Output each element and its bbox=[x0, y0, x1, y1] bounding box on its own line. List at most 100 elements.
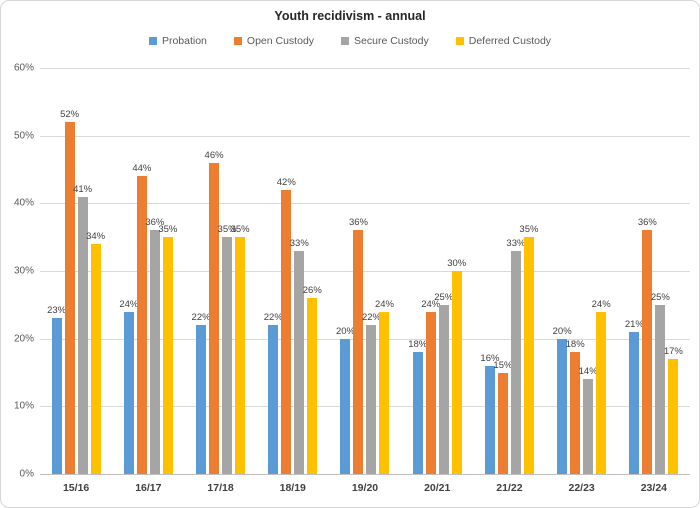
bar-value-label: 26% bbox=[302, 285, 322, 297]
bar-secure-custody-20-21: 25% bbox=[434, 292, 453, 474]
bar-deferred-custody-19-20: 24% bbox=[375, 299, 394, 474]
bar-open-custody-19-20: 36% bbox=[349, 217, 368, 474]
bar-value-label: 52% bbox=[60, 109, 80, 121]
legend-label: Probation bbox=[161, 35, 207, 47]
bar-probation-18-19: 22% bbox=[264, 312, 283, 474]
bar-value-label: 36% bbox=[348, 217, 368, 229]
bar-secure-custody-16-17: 36% bbox=[145, 217, 164, 474]
bar-value-label: 36% bbox=[637, 217, 657, 229]
bar-value-label: 18% bbox=[408, 339, 428, 351]
bar-deferred-custody-16-17: 35% bbox=[158, 224, 177, 474]
bar-deferred-custody-17-18: 35% bbox=[231, 224, 250, 474]
bar-value-label: 35% bbox=[230, 224, 250, 236]
chart-title: Youth recidivism - annual bbox=[274, 9, 426, 23]
bar-value-label: 35% bbox=[519, 224, 539, 236]
bar-open-custody-21-22: 15% bbox=[493, 360, 512, 474]
bar-value-label: 22% bbox=[191, 312, 211, 324]
plot-area: 23% 52% 41% 34% 24% 44% 36% 35% 22% 46% 35% 35% 22% 4… bbox=[40, 68, 690, 475]
x-tick-19-20: 19/20 bbox=[351, 482, 379, 494]
bar-deferred-custody-21-22: 35% bbox=[519, 224, 538, 474]
legend: Probation Open Custody Secure Custody Defer… bbox=[1, 35, 699, 47]
y-tick-10: 10% bbox=[13, 400, 34, 412]
y-tick-40: 40% bbox=[13, 197, 34, 209]
bar-value-label: 25% bbox=[434, 291, 454, 303]
legend-label: Deferred Custody bbox=[468, 35, 552, 47]
bar-value-label: 16% bbox=[480, 352, 500, 364]
bar-secure-custody-23-24: 25% bbox=[651, 292, 670, 474]
bar-secure-custody-18-19: 33% bbox=[290, 238, 309, 474]
bar-group-17-18: 22% 46% 35% 35% bbox=[184, 68, 256, 474]
legend-label: Open Custody bbox=[246, 35, 315, 47]
x-tick-16-17: 16/17 bbox=[135, 482, 162, 494]
legend-marker-secure-custody bbox=[341, 37, 350, 45]
x-tick-18-19: 18/19 bbox=[279, 482, 306, 494]
bar-value-label: 34% bbox=[86, 230, 106, 242]
bar-probation-22-23: 20% bbox=[553, 326, 572, 474]
y-axis: 0% 10% 20% 30% 40% 50% 60% bbox=[1, 63, 34, 480]
bar-deferred-custody-18-19: 26% bbox=[303, 285, 322, 474]
x-axis: 15/16 16/17 17/18 18/19 19/20 20/21 21/22 22/23… bbox=[40, 482, 690, 494]
bar-group-20-21: 18% 24% 25% 30% bbox=[401, 68, 473, 474]
bar-open-custody-23-24: 36% bbox=[638, 217, 657, 474]
y-tick-50: 50% bbox=[13, 130, 34, 142]
gridline-20 bbox=[40, 338, 690, 340]
bar-groups: 23% 52% 41% 34% 24% 44% 36% 35% 22% 46% 35% 35% 22% 4… bbox=[40, 68, 690, 474]
y-tick-30: 30% bbox=[13, 265, 34, 277]
bar-group-16-17: 24% 44% 36% 35% bbox=[112, 68, 184, 474]
bar-open-custody-22-23: 18% bbox=[566, 339, 585, 474]
bar-deferred-custody-15-16: 34% bbox=[86, 231, 105, 474]
bar-open-custody-15-16: 52% bbox=[60, 109, 79, 474]
bar-open-custody-16-17: 44% bbox=[132, 163, 151, 474]
x-tick-23-24: 23/24 bbox=[640, 482, 667, 494]
bar-value-label: 22% bbox=[263, 312, 283, 324]
legend-item-secure-custody: Secure Custody bbox=[341, 35, 429, 47]
bar-probation-23-24: 21% bbox=[625, 319, 644, 474]
bar-value-label: 24% bbox=[421, 298, 441, 310]
y-tick-20: 20% bbox=[13, 333, 34, 345]
bar-value-label: 24% bbox=[591, 298, 611, 310]
legend-marker-probation bbox=[148, 37, 157, 45]
bar-group-23-24: 21% 36% 25% 17% bbox=[618, 68, 690, 474]
bar-value-label: 20% bbox=[552, 325, 572, 337]
x-tick-15-16: 15/16 bbox=[62, 482, 90, 494]
x-tick-22-23: 22/23 bbox=[568, 482, 595, 494]
bar-value-label: 35% bbox=[158, 224, 178, 236]
bar-value-label: 14% bbox=[578, 366, 598, 378]
bar-value-label: 33% bbox=[289, 237, 309, 249]
bar-value-label: 18% bbox=[565, 339, 585, 351]
bar-secure-custody-17-18: 35% bbox=[218, 224, 237, 474]
bar-open-custody-17-18: 46% bbox=[205, 150, 224, 474]
bar-secure-custody-21-22: 33% bbox=[506, 238, 525, 474]
legend-marker-deferred-custody bbox=[455, 37, 464, 45]
bar-open-custody-20-21: 24% bbox=[421, 299, 440, 474]
gridline-10 bbox=[40, 406, 690, 408]
bar-group-15-16: 23% 52% 41% 34% bbox=[40, 68, 112, 474]
bar-value-label: 22% bbox=[361, 312, 381, 324]
legend-item-open-custody: Open Custody bbox=[233, 35, 315, 47]
bar-value-label: 46% bbox=[204, 149, 224, 161]
x-tick-21-22: 21/22 bbox=[496, 482, 523, 494]
bar-value-label: 33% bbox=[506, 237, 526, 249]
bar-secure-custody-22-23: 14% bbox=[579, 366, 598, 474]
bar-group-19-20: 20% 36% 22% 24% bbox=[329, 68, 401, 474]
legend-label: Secure Custody bbox=[354, 35, 429, 47]
bar-value-label: 24% bbox=[119, 298, 139, 310]
bar-value-label: 35% bbox=[217, 224, 237, 236]
bar-value-label: 42% bbox=[276, 176, 296, 188]
bar-probation-16-17: 24% bbox=[119, 299, 138, 474]
bar-probation-20-21: 18% bbox=[408, 339, 427, 474]
bar-probation-17-18: 22% bbox=[192, 312, 211, 474]
bar-group-18-19: 22% 42% 33% 26% bbox=[257, 68, 329, 474]
bar-value-label: 21% bbox=[624, 318, 644, 330]
y-tick-60: 60% bbox=[13, 62, 34, 74]
legend-item-deferred-custody: Deferred Custody bbox=[455, 35, 552, 47]
legend-marker-open-custody bbox=[233, 37, 242, 45]
bar-value-label: 25% bbox=[650, 291, 670, 303]
legend-item-probation: Probation bbox=[148, 35, 207, 47]
bar-value-label: 15% bbox=[493, 359, 513, 371]
x-axis-line bbox=[40, 474, 690, 475]
bar-secure-custody-15-16: 41% bbox=[73, 184, 92, 474]
bar-group-22-23: 20% 18% 14% 24% bbox=[546, 68, 618, 474]
bar-deferred-custody-20-21: 30% bbox=[447, 258, 466, 474]
gridline-30 bbox=[40, 271, 690, 272]
